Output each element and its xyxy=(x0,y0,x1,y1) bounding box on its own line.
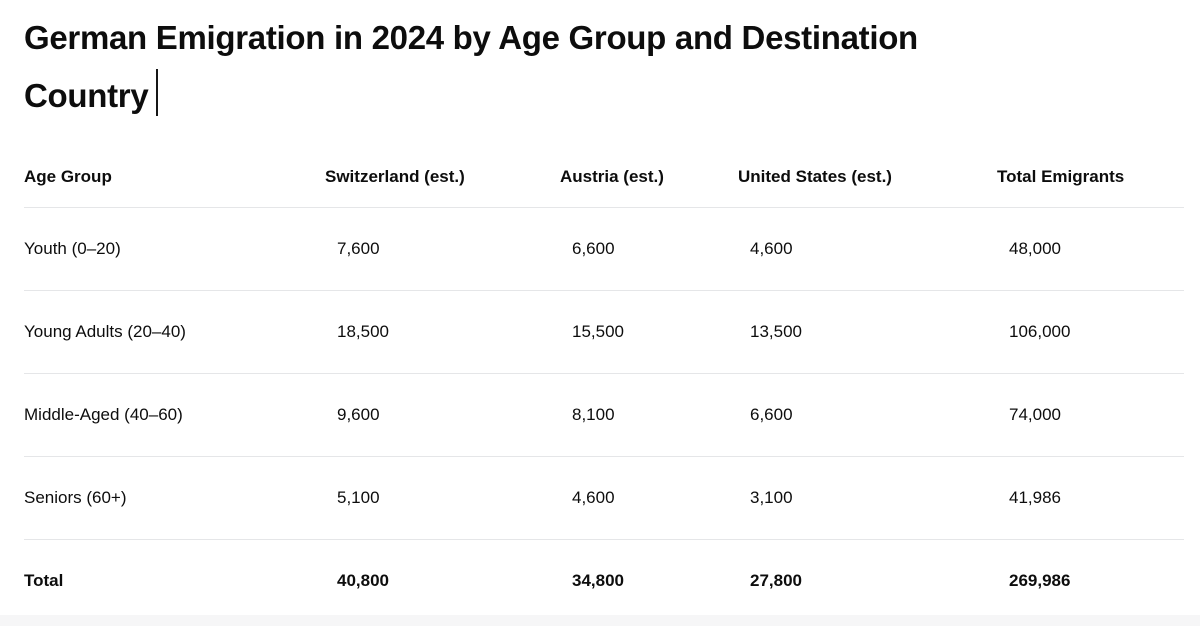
bottom-edge-strip xyxy=(0,615,1200,626)
cell-united-states[interactable]: 3,100 xyxy=(750,488,793,507)
cell-age-group[interactable]: Seniors (60+) xyxy=(24,488,127,507)
cell-total-emigrants[interactable]: 269,986 xyxy=(1009,571,1071,590)
table-row: Middle-Aged (40–60) 9,600 8,100 6,600 74… xyxy=(24,374,1184,457)
cell-total-switzerland[interactable]: 40,800 xyxy=(337,571,389,590)
cell-total[interactable]: 106,000 xyxy=(1009,322,1071,341)
table-row: Youth (0–20) 7,600 6,600 4,600 48,000 xyxy=(24,208,1184,291)
cell-switzerland[interactable]: 7,600 xyxy=(337,239,380,258)
column-header-switzerland[interactable]: Switzerland (est.) xyxy=(325,167,465,186)
cell-age-group[interactable]: Middle-Aged (40–60) xyxy=(24,405,183,424)
cell-switzerland[interactable]: 5,100 xyxy=(337,488,380,507)
cell-total[interactable]: 48,000 xyxy=(1009,239,1061,258)
document-title-line2: Country xyxy=(24,67,1174,125)
table-row: Seniors (60+) 5,100 4,600 3,100 41,986 xyxy=(24,457,1184,540)
table-total-row: Total 40,800 34,800 27,800 269,986 xyxy=(24,540,1184,622)
cell-united-states[interactable]: 4,600 xyxy=(750,239,793,258)
cell-austria[interactable]: 15,500 xyxy=(572,322,624,341)
column-header-united-states[interactable]: United States (est.) xyxy=(738,167,892,186)
cell-total[interactable]: 41,986 xyxy=(1009,488,1061,507)
cell-total-united-states[interactable]: 27,800 xyxy=(750,571,802,590)
column-header-austria[interactable]: Austria (est.) xyxy=(560,167,664,186)
document-title-line1: German Emigration in 2024 by Age Group a… xyxy=(24,19,918,56)
cell-total-label[interactable]: Total xyxy=(24,571,64,590)
cell-total[interactable]: 74,000 xyxy=(1009,405,1061,424)
cell-austria[interactable]: 6,600 xyxy=(572,239,615,258)
cell-united-states[interactable]: 6,600 xyxy=(750,405,793,424)
cell-austria[interactable]: 4,600 xyxy=(572,488,615,507)
cell-age-group[interactable]: Young Adults (20–40) xyxy=(24,322,186,341)
column-header-age-group[interactable]: Age Group xyxy=(24,167,112,186)
cell-united-states[interactable]: 13,500 xyxy=(750,322,802,341)
cell-switzerland[interactable]: 9,600 xyxy=(337,405,380,424)
cell-total-austria[interactable]: 34,800 xyxy=(572,571,624,590)
table-header-row: Age Group Switzerland (est.) Austria (es… xyxy=(24,147,1184,208)
table-row: Young Adults (20–40) 18,500 15,500 13,50… xyxy=(24,291,1184,374)
emigration-table: Age Group Switzerland (est.) Austria (es… xyxy=(24,147,1184,622)
cell-austria[interactable]: 8,100 xyxy=(572,405,615,424)
document-title-line2-text: Country xyxy=(24,77,149,114)
document-title[interactable]: German Emigration in 2024 by Age Group a… xyxy=(24,9,1174,125)
column-header-total-emigrants[interactable]: Total Emigrants xyxy=(997,167,1125,186)
text-cursor-caret xyxy=(156,69,159,116)
cell-switzerland[interactable]: 18,500 xyxy=(337,322,389,341)
cell-age-group[interactable]: Youth (0–20) xyxy=(24,239,121,258)
